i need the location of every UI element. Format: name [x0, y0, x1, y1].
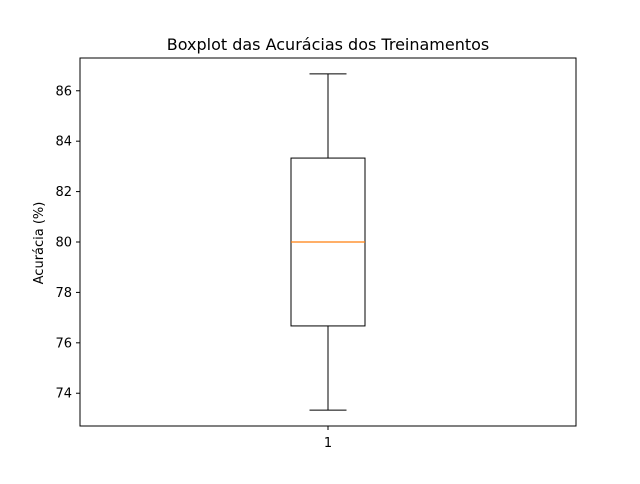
- y-tick-label: 82: [55, 185, 72, 200]
- y-tick-label: 78: [55, 286, 72, 301]
- y-tick-label: 80: [55, 236, 72, 251]
- plot-area: 74 76 78 80 82 84 86 1: [55, 57, 577, 451]
- chart-title: Boxplot das Acurácias dos Treinamentos: [167, 35, 490, 54]
- axes-frame: [79, 57, 577, 427]
- y-tick-label: 74: [55, 387, 72, 402]
- y-tick-label: 76: [55, 336, 72, 351]
- y-tick-label: 86: [55, 84, 72, 99]
- x-tick-label: 1: [324, 436, 332, 451]
- y-axis-label: Acurácia (%): [32, 202, 47, 285]
- y-tick-label: 84: [55, 135, 72, 150]
